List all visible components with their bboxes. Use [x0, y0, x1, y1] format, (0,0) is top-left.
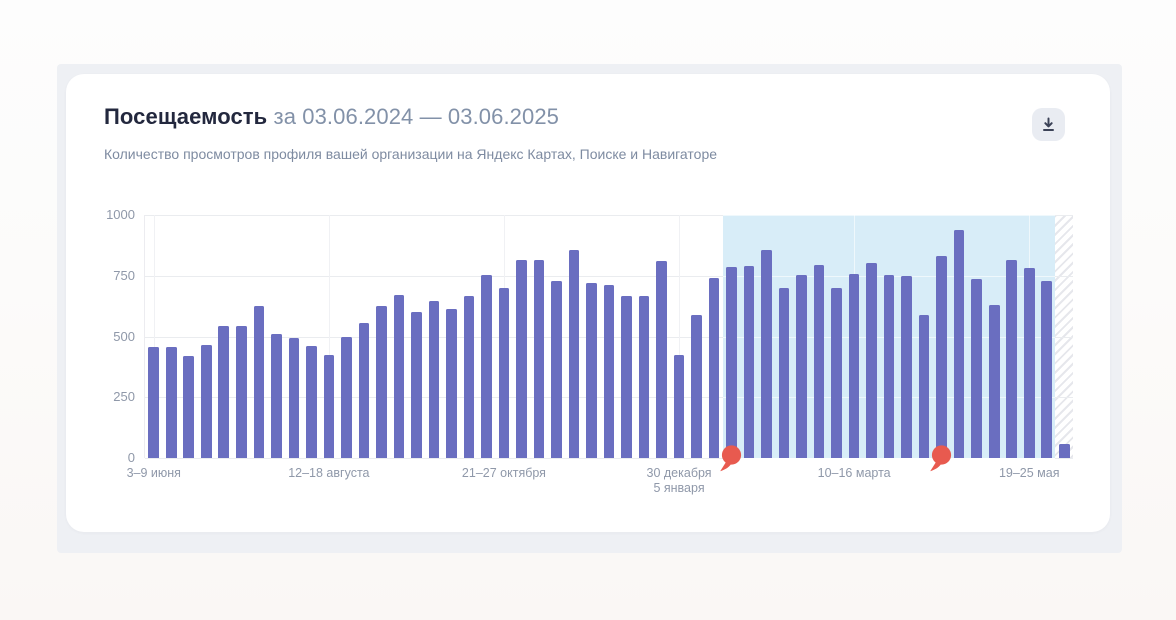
- bar[interactable]: [165, 347, 177, 458]
- x-axis-label-line: 30 декабря: [646, 466, 712, 480]
- bar[interactable]: [988, 305, 1000, 458]
- bar[interactable]: [271, 334, 282, 458]
- bar[interactable]: [481, 274, 492, 458]
- title-period: за 03.06.2024 — 03.06.2025: [273, 104, 560, 129]
- download-button[interactable]: [1032, 108, 1065, 141]
- bar[interactable]: [971, 279, 982, 458]
- gridline-h: [1055, 215, 1073, 216]
- bar[interactable]: [148, 347, 160, 458]
- bar[interactable]: [743, 266, 755, 458]
- bar[interactable]: [306, 346, 317, 458]
- bar[interactable]: [901, 275, 912, 458]
- gridline-h: [1055, 458, 1073, 459]
- gridline-v: [679, 215, 681, 458]
- bar[interactable]: [1041, 281, 1053, 458]
- bar[interactable]: [253, 306, 265, 458]
- bar[interactable]: [603, 284, 615, 458]
- bar[interactable]: [831, 287, 842, 458]
- y-axis-label: 250: [113, 389, 135, 405]
- bar[interactable]: [341, 336, 352, 458]
- x-axis-label-line: 3–9 июня: [126, 466, 181, 480]
- bar[interactable]: [796, 274, 807, 458]
- comment-marker[interactable]: [929, 445, 954, 473]
- bar[interactable]: [691, 314, 702, 458]
- bar[interactable]: [866, 262, 877, 458]
- page-title: Посещаемость за 03.06.2024 — 03.06.2025: [104, 103, 559, 131]
- x-axis-label-line: 21–27 октября: [461, 466, 546, 480]
- bar[interactable]: [673, 354, 685, 458]
- bar[interactable]: [218, 325, 230, 458]
- bar[interactable]: [323, 354, 335, 458]
- bar[interactable]: [1058, 443, 1070, 458]
- bar[interactable]: [498, 287, 510, 458]
- bar[interactable]: [200, 345, 212, 458]
- x-axis-label: 19–25 мая: [999, 466, 1060, 481]
- bar[interactable]: [236, 325, 247, 458]
- x-axis-label: 10–16 марта: [818, 466, 891, 481]
- bar[interactable]: [516, 259, 527, 458]
- y-axis-label: 750: [113, 267, 135, 283]
- x-axis-label-line: 19–25 мая: [998, 466, 1060, 480]
- bar[interactable]: [638, 296, 650, 458]
- bar[interactable]: [586, 283, 597, 458]
- comment-marker[interactable]: [719, 445, 744, 473]
- x-axis-label: 21–27 октября: [462, 466, 546, 481]
- bar[interactable]: [936, 255, 947, 458]
- x-axis-label-line: 5 января: [653, 481, 705, 495]
- gridline-h: [1055, 397, 1073, 399]
- gridline-h: [145, 215, 723, 216]
- bar[interactable]: [411, 312, 422, 458]
- bar[interactable]: [761, 250, 772, 458]
- y-axis-label: 1000: [106, 207, 135, 222]
- gridline-h: [145, 275, 723, 277]
- gridline-h: [722, 458, 1056, 459]
- bar[interactable]: [621, 295, 632, 458]
- x-axis-label-line: 12–18 августа: [288, 466, 370, 480]
- bar[interactable]: [358, 322, 370, 458]
- title-text: Посещаемость: [104, 104, 268, 129]
- x-axis-label-line: 10–16 марта: [817, 466, 891, 480]
- bar[interactable]: [533, 259, 545, 458]
- bar[interactable]: [813, 264, 825, 458]
- x-axis-label: 30 декабря 5 января: [647, 466, 712, 496]
- bar[interactable]: [1006, 259, 1017, 458]
- bar[interactable]: [568, 250, 580, 458]
- x-axis-label: 3–9 июня: [127, 466, 181, 481]
- bar[interactable]: [656, 261, 667, 458]
- y-axis-label: 500: [113, 328, 135, 344]
- bar[interactable]: [183, 355, 195, 458]
- download-icon: [1043, 117, 1054, 132]
- gridline-h: [145, 458, 723, 459]
- bar[interactable]: [446, 308, 457, 458]
- chart-subtitle: Количество просмотров профиля вашей орга…: [104, 146, 718, 162]
- bar[interactable]: [918, 314, 930, 458]
- bar[interactable]: [376, 306, 387, 458]
- y-axis-label: 0: [127, 450, 135, 465]
- bar[interactable]: [708, 278, 720, 458]
- bar[interactable]: [1023, 267, 1035, 458]
- bar[interactable]: [848, 274, 860, 458]
- gridline-v: [153, 215, 155, 458]
- bar[interactable]: [883, 275, 895, 458]
- bar[interactable]: [288, 337, 300, 458]
- bar[interactable]: [778, 287, 790, 458]
- bar[interactable]: [726, 267, 737, 458]
- gridline-h: [1055, 336, 1073, 338]
- gridline-h: [1055, 275, 1073, 277]
- bar[interactable]: [953, 229, 965, 458]
- gridline-h: [722, 215, 1056, 216]
- gridline-v: [328, 215, 330, 458]
- bar[interactable]: [428, 301, 440, 458]
- x-axis-label: 12–18 августа: [288, 466, 369, 481]
- bar[interactable]: [551, 280, 562, 458]
- bar[interactable]: [393, 295, 405, 458]
- bar[interactable]: [463, 296, 475, 458]
- y-axis-line: [144, 215, 145, 458]
